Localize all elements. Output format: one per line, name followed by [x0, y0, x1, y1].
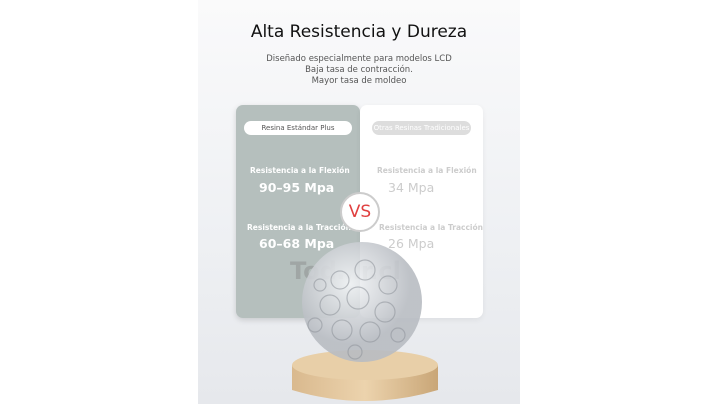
vs-badge: VS — [340, 192, 380, 232]
traccion-value: 60–68 Mpa — [259, 236, 335, 251]
subtitle-line: Baja tasa de contracción. — [305, 65, 413, 75]
page-title: Alta Resistencia y Dureza — [250, 22, 468, 42]
flexion-value: 90–95 Mpa — [259, 180, 335, 195]
subtitle-line: Diseñado especialmente para modelos LCD — [266, 54, 452, 64]
flexion-label: Resistencia a la Flexión — [250, 166, 350, 175]
flexion-value: 34 Mpa — [388, 180, 435, 195]
wooden-base-top — [292, 350, 438, 380]
subtitle: Diseñado especialmente para modelos LCD … — [198, 54, 520, 87]
traccion-label: Resistencia a la Tracción — [379, 223, 483, 232]
traccion-value: 26 Mpa — [388, 236, 435, 251]
flexion-label: Resistencia a la Flexión — [377, 166, 477, 175]
card-label: Otras Resinas Tradicionales — [372, 121, 471, 135]
resin-lattice-sphere-image — [292, 242, 438, 401]
card-label: Resina Estándar Plus — [244, 121, 352, 135]
traccion-label: Resistencia a la Tracción — [247, 223, 351, 232]
subtitle-line: Mayor tasa de moldeo — [311, 76, 407, 86]
